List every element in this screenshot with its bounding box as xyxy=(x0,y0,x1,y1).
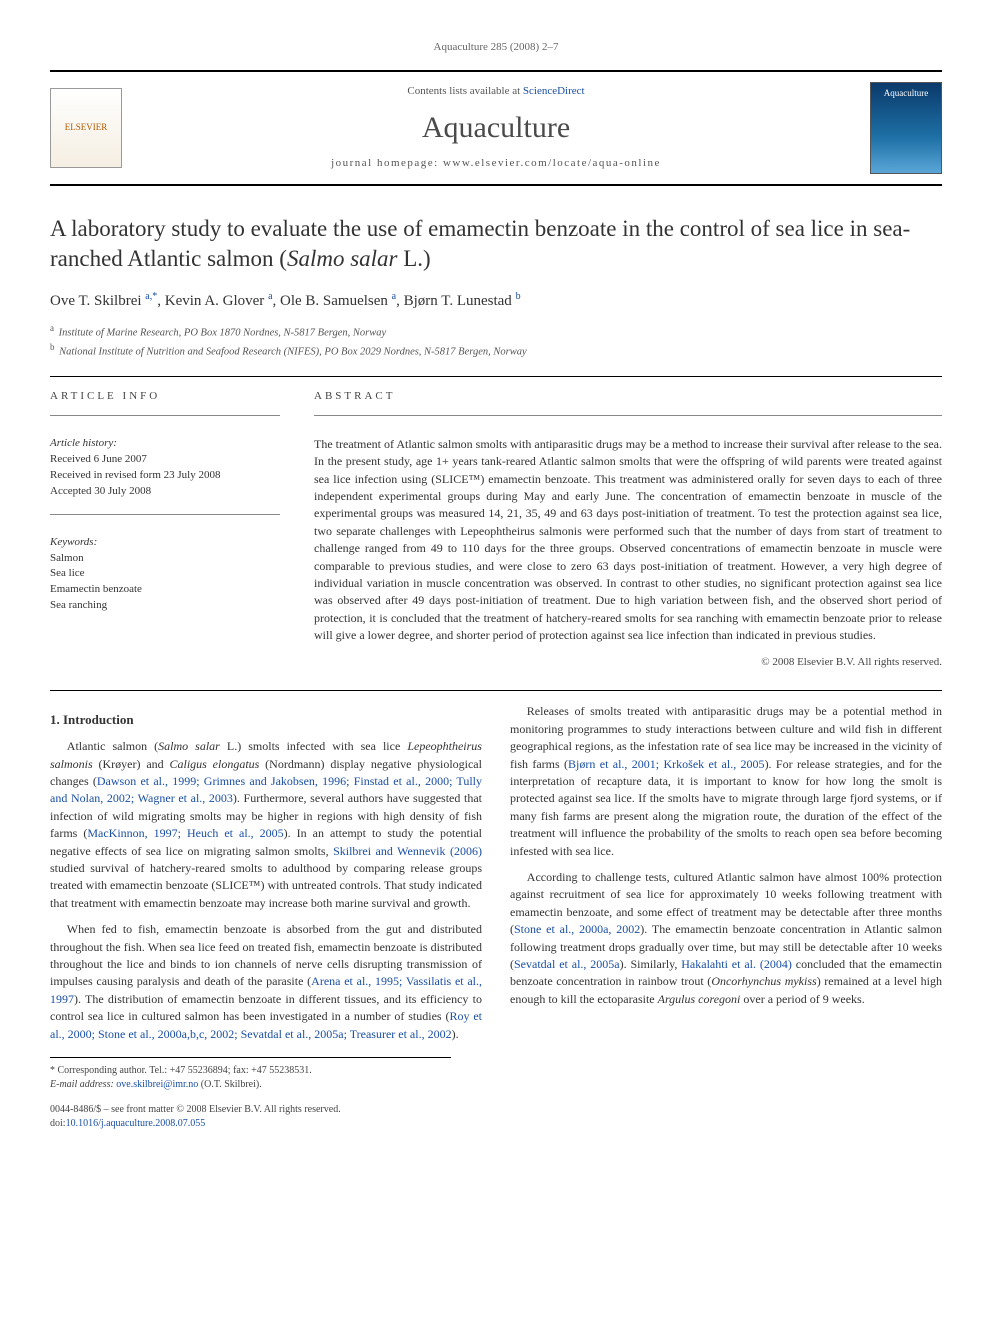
aff-b-text: National Institute of Nutrition and Seaf… xyxy=(59,347,527,358)
homepage-prefix: journal homepage: xyxy=(331,157,443,169)
rule-bottom xyxy=(50,690,942,691)
keyword-1: Sea lice xyxy=(50,566,280,582)
p4-link1[interactable]: Stone et al., 2000a, 2002 xyxy=(514,922,640,936)
abstract-text: The treatment of Atlantic salmon smolts … xyxy=(314,436,942,645)
history-2: Accepted 30 July 2008 xyxy=(50,484,280,500)
journal-cover-thumb: Aquaculture xyxy=(870,82,942,174)
p4-link2[interactable]: Sevatdal et al., 2005a xyxy=(514,957,620,971)
email-who: (O.T. Skilbrei). xyxy=(198,1079,261,1090)
p4-ital1: Oncorhynchus mykiss xyxy=(711,974,816,988)
author-3-name: Bjørn T. Lunestad xyxy=(404,293,512,309)
article-info-head: ARTICLE INFO xyxy=(50,389,280,405)
p3-link1[interactable]: Bjørn et al., 2001; Krkošek et al., 2005 xyxy=(568,757,765,771)
affiliations: a Institute of Marine Research, PO Box 1… xyxy=(50,322,942,359)
keyword-3: Sea ranching xyxy=(50,598,280,614)
p1-ital3: Caligus elongatus xyxy=(170,757,260,771)
doi-label: doi: xyxy=(50,1118,66,1129)
footer-doi: doi:10.1016/j.aquaculture.2008.07.055 xyxy=(50,1117,942,1132)
section-1-heading: 1. Introduction xyxy=(50,711,482,730)
running-head: Aquaculture 285 (2008) 2–7 xyxy=(50,40,942,56)
p4-ital2: Argulus coregoni xyxy=(658,992,741,1006)
journal-name: Aquaculture xyxy=(136,106,856,150)
abstract-rule xyxy=(314,415,942,416)
p4: According to challenge tests, cultured A… xyxy=(510,869,942,1008)
contents-prefix: Contents lists available at xyxy=(407,85,522,97)
history-0: Received 6 June 2007 xyxy=(50,452,280,468)
title-italic: Salmo salar xyxy=(287,246,398,271)
rule-top xyxy=(50,376,942,377)
affiliation-b: b National Institute of Nutrition and Se… xyxy=(50,341,942,360)
corresponding-author: * Corresponding author. Tel.: +47 552368… xyxy=(50,1064,451,1079)
footer-copyright: 0044-8486/$ – see front matter © 2008 El… xyxy=(50,1103,942,1118)
p4-f: over a period of 9 weeks. xyxy=(740,992,864,1006)
author-2-name: Ole B. Samuelsen xyxy=(280,293,388,309)
masthead-center: Contents lists available at ScienceDirec… xyxy=(136,84,856,171)
p2: When fed to fish, emamectin benzoate is … xyxy=(50,921,482,1043)
article-info: ARTICLE INFO Article history: Received 6… xyxy=(50,389,280,671)
info-rule-2 xyxy=(50,514,280,515)
title-post: L.) xyxy=(398,246,431,271)
p1-g: studied survival of hatchery-reared smol… xyxy=(50,861,482,910)
body-columns: 1. Introduction Atlantic salmon (Salmo s… xyxy=(50,703,942,1042)
aff-a-key: a xyxy=(50,323,54,333)
abstract: ABSTRACT The treatment of Atlantic salmo… xyxy=(314,389,942,671)
author-3-aff: b xyxy=(516,291,521,302)
p3: Releases of smolts treated with antipara… xyxy=(510,703,942,860)
keywords-block: Keywords: Salmon Sea lice Emamectin benz… xyxy=(50,535,280,615)
aff-a-text: Institute of Marine Research, PO Box 187… xyxy=(59,328,387,339)
authors: Ove T. Skilbrei a,*, Kevin A. Glover a, … xyxy=(50,290,942,313)
p1-c: (Krøyer) and xyxy=(93,757,170,771)
article-title: A laboratory study to evaluate the use o… xyxy=(50,214,942,274)
article-history: Article history: Received 6 June 2007 Re… xyxy=(50,436,280,500)
keyword-0: Salmon xyxy=(50,551,280,567)
author-2-aff: a xyxy=(392,291,396,302)
homepage-line: journal homepage: www.elsevier.com/locat… xyxy=(136,156,856,172)
p1-link3[interactable]: Skilbrei and Wennevik (2006) xyxy=(333,844,482,858)
copyright: © 2008 Elsevier B.V. All rights reserved… xyxy=(314,655,942,671)
author-1-name: Kevin A. Glover xyxy=(165,293,265,309)
sciencedirect-link[interactable]: ScienceDirect xyxy=(523,85,585,97)
email-label: E-mail address: xyxy=(50,1079,116,1090)
author-1-aff: a xyxy=(268,291,272,302)
author-0-aff: a,* xyxy=(145,291,157,302)
footnotes: * Corresponding author. Tel.: +47 552368… xyxy=(50,1057,451,1093)
elsevier-logo-label: ELSEVIER xyxy=(65,121,108,134)
p2-c: ). xyxy=(452,1027,459,1041)
p4-c: ). Similarly, xyxy=(620,957,682,971)
homepage-url: www.elsevier.com/locate/aqua-online xyxy=(443,157,661,169)
history-label: Article history: xyxy=(50,436,280,452)
p1-ital1: Salmo salar xyxy=(158,739,220,753)
keyword-2: Emamectin benzoate xyxy=(50,582,280,598)
p4-link3[interactable]: Hakalahti et al. (2004) xyxy=(681,957,792,971)
email-line: E-mail address: ove.skilbrei@imr.no (O.T… xyxy=(50,1078,451,1093)
p1: Atlantic salmon (Salmo salar L.) smolts … xyxy=(50,738,482,912)
affiliation-a: a Institute of Marine Research, PO Box 1… xyxy=(50,322,942,341)
keywords-label: Keywords: xyxy=(50,535,280,551)
p1-a: Atlantic salmon ( xyxy=(67,739,158,753)
cover-label: Aquaculture xyxy=(884,87,928,100)
p1-b: L.) smolts infected with sea lice xyxy=(220,739,407,753)
elsevier-logo: ELSEVIER xyxy=(50,88,122,168)
masthead: ELSEVIER Contents lists available at Sci… xyxy=(50,70,942,186)
email-link[interactable]: ove.skilbrei@imr.no xyxy=(116,1079,198,1090)
history-1: Received in revised form 23 July 2008 xyxy=(50,468,280,484)
title-pre: A laboratory study to evaluate the use o… xyxy=(50,216,910,271)
contents-line: Contents lists available at ScienceDirec… xyxy=(136,84,856,100)
doi-link[interactable]: 10.1016/j.aquaculture.2008.07.055 xyxy=(66,1118,206,1129)
author-0-name: Ove T. Skilbrei xyxy=(50,293,142,309)
abstract-head: ABSTRACT xyxy=(314,389,942,405)
info-rule xyxy=(50,415,280,416)
p3-b: ). For release strategies, and for the i… xyxy=(510,757,942,858)
p1-link2[interactable]: MacKinnon, 1997; Heuch et al., 2005 xyxy=(87,826,283,840)
footer: 0044-8486/$ – see front matter © 2008 El… xyxy=(50,1103,942,1132)
p2-b: ). The distribution of emamectin benzoat… xyxy=(50,992,482,1023)
aff-b-key: b xyxy=(50,342,55,352)
